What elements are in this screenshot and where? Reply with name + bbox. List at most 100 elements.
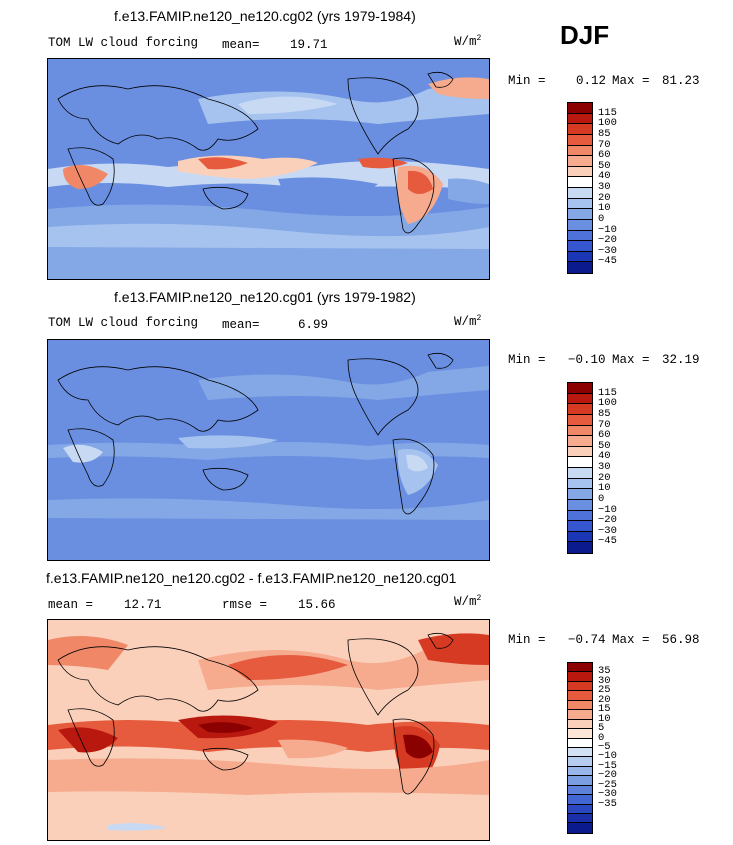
colorbar-swatch: [568, 795, 592, 805]
colorbar-swatch: [568, 113, 592, 125]
colorbar-level-label: 40: [598, 170, 611, 183]
panel-1-max-value: 81.23: [662, 74, 700, 88]
colorbar-swatch: [568, 414, 592, 426]
colorbar-level-label: 30: [598, 181, 611, 193]
panel-2-max-value: 32.19: [662, 353, 700, 367]
colorbar-swatch: [568, 198, 592, 210]
colorbar-swatch: [568, 510, 592, 522]
panel-2-colorbar: [567, 382, 593, 554]
panel-3-mean-value: 12.71: [124, 598, 162, 612]
panel-1-max-label: Max =: [612, 74, 650, 88]
colorbar-level-label: 5: [598, 722, 605, 735]
colorbar-level-label: −5: [598, 741, 611, 753]
colorbar-level-label: −20: [598, 769, 617, 782]
season-label: DJF: [560, 20, 610, 50]
colorbar-level-label: 0: [598, 492, 605, 505]
colorbar-level-label: 0: [598, 731, 605, 744]
colorbar-swatch: [568, 457, 592, 468]
colorbar-swatch: [568, 823, 592, 833]
panel-3-min-value: −0.74: [568, 633, 606, 647]
panel-2-mean-value: 6.99: [298, 318, 329, 332]
colorbar-swatch: [568, 691, 592, 701]
colorbar-level-label: 60: [598, 149, 611, 162]
colorbar-swatch: [568, 489, 592, 500]
colorbar-level-label: −45: [598, 255, 617, 268]
colorbar-level-label: 50: [598, 439, 611, 452]
colorbar-swatch: [568, 531, 592, 543]
colorbar-level-label: 115: [598, 386, 617, 399]
colorbar-level-label: −30: [598, 788, 617, 801]
panel-2-min-label: Min =: [508, 353, 546, 367]
colorbar-level-label: 60: [598, 429, 611, 442]
panel-3-colorbar: [567, 662, 593, 834]
panel-1-min-value: 0.12: [576, 74, 607, 88]
colorbar-swatch: [568, 521, 592, 532]
colorbar-swatch: [568, 766, 592, 777]
colorbar-level-label: 85: [598, 407, 611, 420]
colorbar-swatch: [568, 436, 592, 447]
colorbar-swatch: [568, 219, 592, 231]
panel-3-units: W/m2: [454, 594, 482, 610]
panel-3-max-label: Max =: [612, 633, 650, 647]
colorbar-swatch: [568, 124, 592, 135]
panel-2-min-value: −0.10: [568, 353, 606, 367]
colorbar-level-label: 10: [598, 202, 611, 215]
colorbar-level-label: −30: [598, 244, 617, 257]
colorbar-level-label: −10: [598, 503, 617, 516]
colorbar-swatch: [568, 757, 592, 767]
colorbar-swatch: [568, 156, 592, 167]
colorbar-swatch: [568, 747, 592, 758]
colorbar-swatch: [568, 134, 592, 146]
colorbar-level-label: 30: [598, 674, 611, 687]
colorbar-level-label: −15: [598, 759, 617, 772]
colorbar-level-label: 70: [598, 138, 611, 151]
colorbar-level-label: 100: [598, 397, 617, 410]
panel-1-mean-label: mean=: [222, 38, 260, 52]
colorbar-swatch: [568, 166, 592, 178]
colorbar-swatch: [568, 446, 592, 458]
colorbar-swatch: [568, 738, 592, 748]
colorbar-swatch: [568, 468, 592, 479]
colorbar-level-label: −30: [598, 524, 617, 537]
panel-2-mean-label: mean=: [222, 318, 260, 332]
panel-1-map: [47, 58, 490, 280]
colorbar-swatch: [568, 814, 592, 824]
panel-2-title: f.e13.FAMIP.ne120_ne120.cg01 (yrs 1979-1…: [114, 289, 416, 305]
panel-3-map: [47, 619, 490, 841]
panel-1-title: f.e13.FAMIP.ne120_ne120.cg02 (yrs 1979-1…: [114, 8, 416, 24]
colorbar-level-label: 35: [598, 665, 611, 678]
panel-2-max-label: Max =: [612, 353, 650, 367]
colorbar-level-label: 10: [598, 712, 611, 725]
panel-1-mean-value: 19.71: [290, 38, 328, 52]
colorbar-level-label: 100: [598, 117, 617, 130]
colorbar-swatch: [568, 425, 592, 437]
panel-1-units: W/m2: [454, 34, 482, 50]
colorbar-level-label: 20: [598, 471, 611, 484]
colorbar-level-label: 115: [598, 106, 617, 119]
colorbar-swatch: [568, 710, 592, 720]
colorbar-level-label: 50: [598, 159, 611, 172]
colorbar-swatch: [568, 241, 592, 252]
panel-1-min-label: Min =: [508, 74, 546, 88]
colorbar-swatch: [568, 251, 592, 263]
panel-3-min-label: Min =: [508, 633, 546, 647]
colorbar-level-label: 85: [598, 127, 611, 140]
colorbar-swatch: [568, 209, 592, 220]
panel-2-units: W/m2: [454, 314, 482, 330]
colorbar-level-label: −10: [598, 223, 617, 236]
panel-2-map: [47, 339, 490, 561]
colorbar-swatch: [568, 230, 592, 242]
colorbar-swatch: [568, 177, 592, 188]
colorbar-level-label: 0: [598, 212, 605, 225]
colorbar-swatch: [568, 478, 592, 490]
colorbar-swatch: [568, 719, 592, 730]
colorbar-swatch: [568, 188, 592, 199]
colorbar-level-label: −10: [598, 750, 617, 763]
colorbar-level-label: 20: [598, 693, 611, 706]
colorbar-swatch: [568, 262, 592, 273]
colorbar-swatch: [568, 542, 592, 553]
colorbar-level-label: 40: [598, 450, 611, 463]
colorbar-swatch: [568, 383, 592, 394]
panel-3-rmse-label: rmse =: [222, 598, 268, 612]
colorbar-swatch: [568, 672, 592, 682]
